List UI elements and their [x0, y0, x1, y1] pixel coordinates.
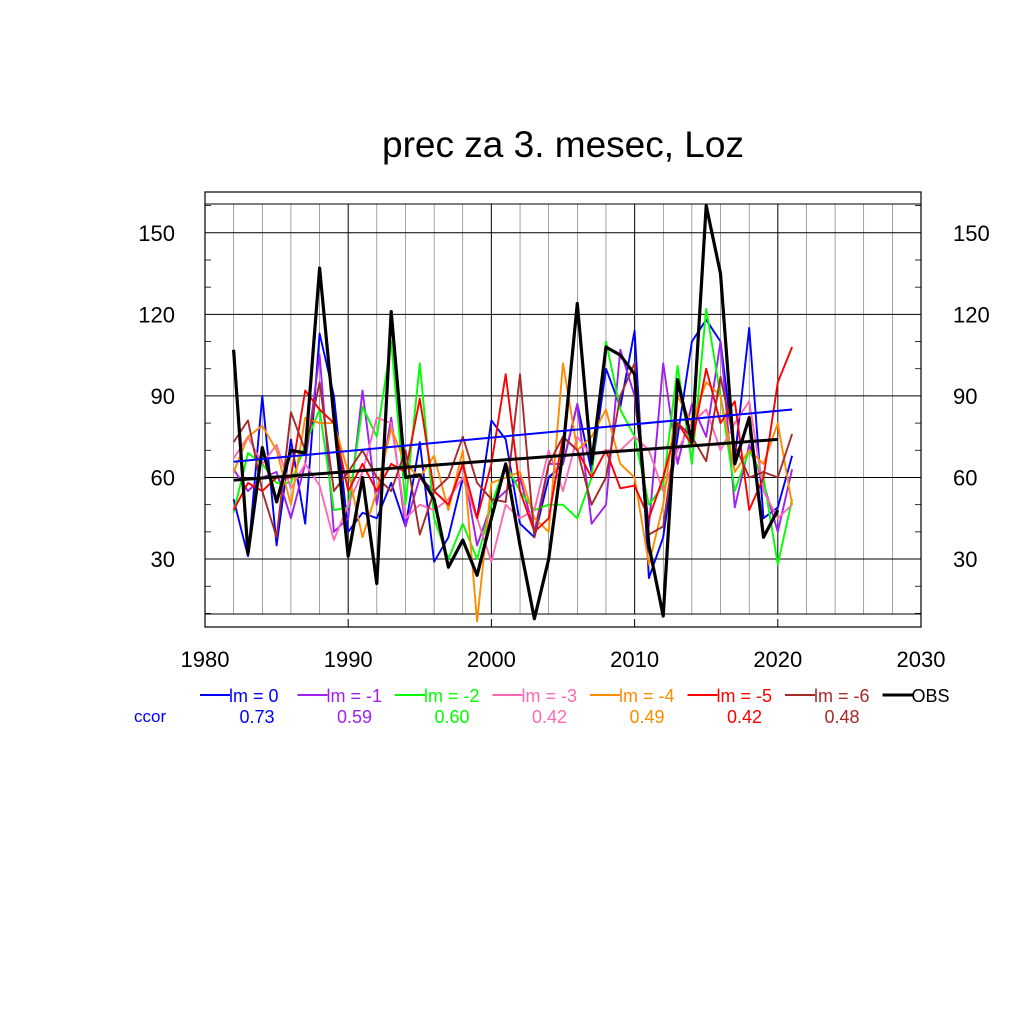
ccor-value-0: 0.73 [239, 707, 274, 727]
ccor-value-5: 0.42 [727, 707, 762, 727]
y-tick-label-right: 120 [953, 302, 990, 327]
legend-label-0: lm = 0 [229, 686, 279, 706]
x-tick-label: 2000 [467, 647, 516, 672]
series-line-7 [232, 204, 780, 621]
ccor-value-4: 0.49 [629, 707, 664, 727]
x-tick-label: 2020 [753, 647, 802, 672]
plot-frame [204, 191, 922, 628]
ccor-label: ccor [134, 707, 166, 726]
x-tick-label: 2010 [610, 647, 659, 672]
tick-layer: 1980 1990 2000 2010 2020 2030 30 30 60 60 90 90 120 1… [138, 205, 990, 672]
legend-label-4: lm = -4 [619, 686, 675, 706]
y-tick-label-right: 90 [953, 384, 977, 409]
legend-label-5: lm = -5 [717, 686, 773, 706]
x-tick-label: 2030 [897, 647, 946, 672]
x-tick-label: 1980 [181, 647, 230, 672]
y-tick-label-left: 30 [151, 547, 175, 572]
series-line-2 [232, 307, 794, 566]
legend-label-7: OBS [912, 686, 950, 706]
series-line-6 [232, 362, 794, 539]
ccor-value-6: 0.48 [824, 707, 859, 727]
y-tick-label-left: 60 [151, 465, 175, 490]
plot-border [204, 191, 922, 628]
ccor-value-1: 0.59 [337, 707, 372, 727]
y-tick-label-left: 150 [138, 221, 175, 246]
trend-line-7 [233, 437, 778, 482]
legend-label-6: lm = -6 [814, 686, 870, 706]
series-layer [232, 204, 794, 623]
ccor-value-2: 0.60 [434, 707, 469, 727]
legend-label-3: lm = -3 [522, 686, 578, 706]
y-tick-label-left: 90 [151, 384, 175, 409]
ccor-value-3: 0.42 [532, 707, 567, 727]
y-tick-label-left: 120 [138, 302, 175, 327]
y-tick-label-right: 30 [953, 547, 977, 572]
series-line-4 [232, 362, 794, 623]
chart-title: prec za 3. mesec, Loz [382, 124, 744, 165]
trend-line-0 [233, 408, 793, 463]
x-tick-label: 1990 [324, 647, 373, 672]
y-tick-label-right: 60 [953, 465, 977, 490]
legend-label-2: lm = -2 [424, 686, 480, 706]
y-tick-label-right: 150 [953, 221, 990, 246]
legend-label-1: lm = -1 [327, 686, 383, 706]
